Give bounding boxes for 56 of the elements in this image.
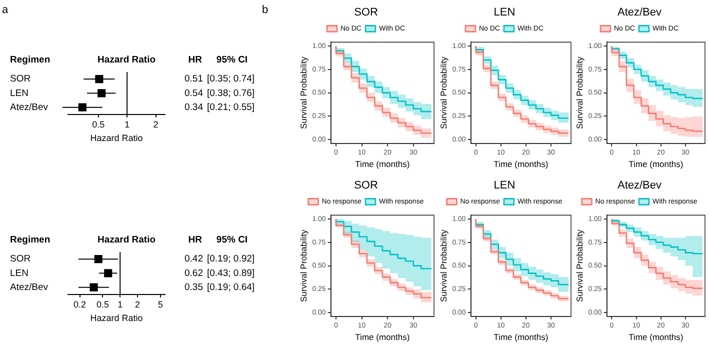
x-tick-label: 1 <box>118 299 123 310</box>
x-axis-title: Time (months) <box>494 159 548 170</box>
y-axis-title: Survival Probability <box>298 228 308 302</box>
x-tick-label: 2 <box>134 299 140 310</box>
data-label: 0.51 <box>184 74 203 85</box>
chart-title: Atez/Bev <box>617 6 662 19</box>
text: Regimen <box>10 234 50 246</box>
category-label: LEN <box>10 268 28 279</box>
text: Regimen <box>10 54 50 66</box>
x-tick-label: 2 <box>153 119 158 130</box>
data-label: 0.35 <box>184 282 203 293</box>
category-label: Atez/Bev <box>10 282 48 293</box>
x-axis-title: Hazard Ratio <box>90 313 143 324</box>
x-axis-title: Time (months) <box>494 332 548 342</box>
text: [0.43; 0.89] <box>207 268 255 279</box>
y-axis-title: Survival Probability <box>574 56 584 129</box>
chart-title: Hazard Ratio <box>97 234 156 246</box>
x-axis-title: Hazard Ratio <box>90 133 143 144</box>
text: [0.19; 0.64] <box>207 282 255 293</box>
y-axis-title: Survival Probability <box>298 56 308 129</box>
data-label: 0.62 <box>184 268 203 279</box>
text: 95% CI <box>216 234 248 246</box>
x-axis-title: Time (months) <box>355 332 410 342</box>
chart-title: LEN <box>494 180 516 192</box>
data-label: 0.54 <box>184 88 203 99</box>
category-label: SOR <box>10 74 31 85</box>
x-axis-title: Time (months) <box>355 159 410 170</box>
x-axis-title: Time (months) <box>628 159 684 170</box>
chart-title: Hazard Ratio <box>97 54 156 66</box>
text: a <box>2 4 9 16</box>
data-label: 0.34 <box>184 102 203 113</box>
text: [0.19; 0.92] <box>207 254 255 265</box>
text: [0.38; 0.76] <box>207 88 255 99</box>
y-axis-title: Survival Probability <box>438 228 448 302</box>
text: b <box>262 4 268 16</box>
category-label: SOR <box>10 254 31 265</box>
chart-title: Atez/Bev <box>617 180 662 192</box>
data-label: 0.42 <box>184 254 203 265</box>
x-tick-label: 5 <box>158 299 163 310</box>
chart-title: SOR <box>354 180 378 192</box>
x-axis-title: Time (months) <box>628 332 684 342</box>
x-tick-label: 0.2 <box>74 299 86 310</box>
y-axis-title: Survival Probability <box>574 228 584 302</box>
chart-title: LEN <box>494 6 516 19</box>
x-tick-label: 1 <box>124 119 130 130</box>
category-label: Atez/Bev <box>10 102 48 113</box>
text: HR <box>188 54 202 66</box>
text: [0.21; 0.55] <box>207 102 255 113</box>
x-tick-label: 0.5 <box>92 119 105 130</box>
text: [0.35; 0.74] <box>207 74 255 85</box>
y-axis-title: Survival Probability <box>438 56 448 129</box>
category-label: LEN <box>10 88 28 99</box>
text: 95% CI <box>216 54 248 66</box>
text: HR <box>188 234 202 246</box>
chart-title: SOR <box>354 6 378 19</box>
x-tick-label: 0.5 <box>96 299 109 310</box>
